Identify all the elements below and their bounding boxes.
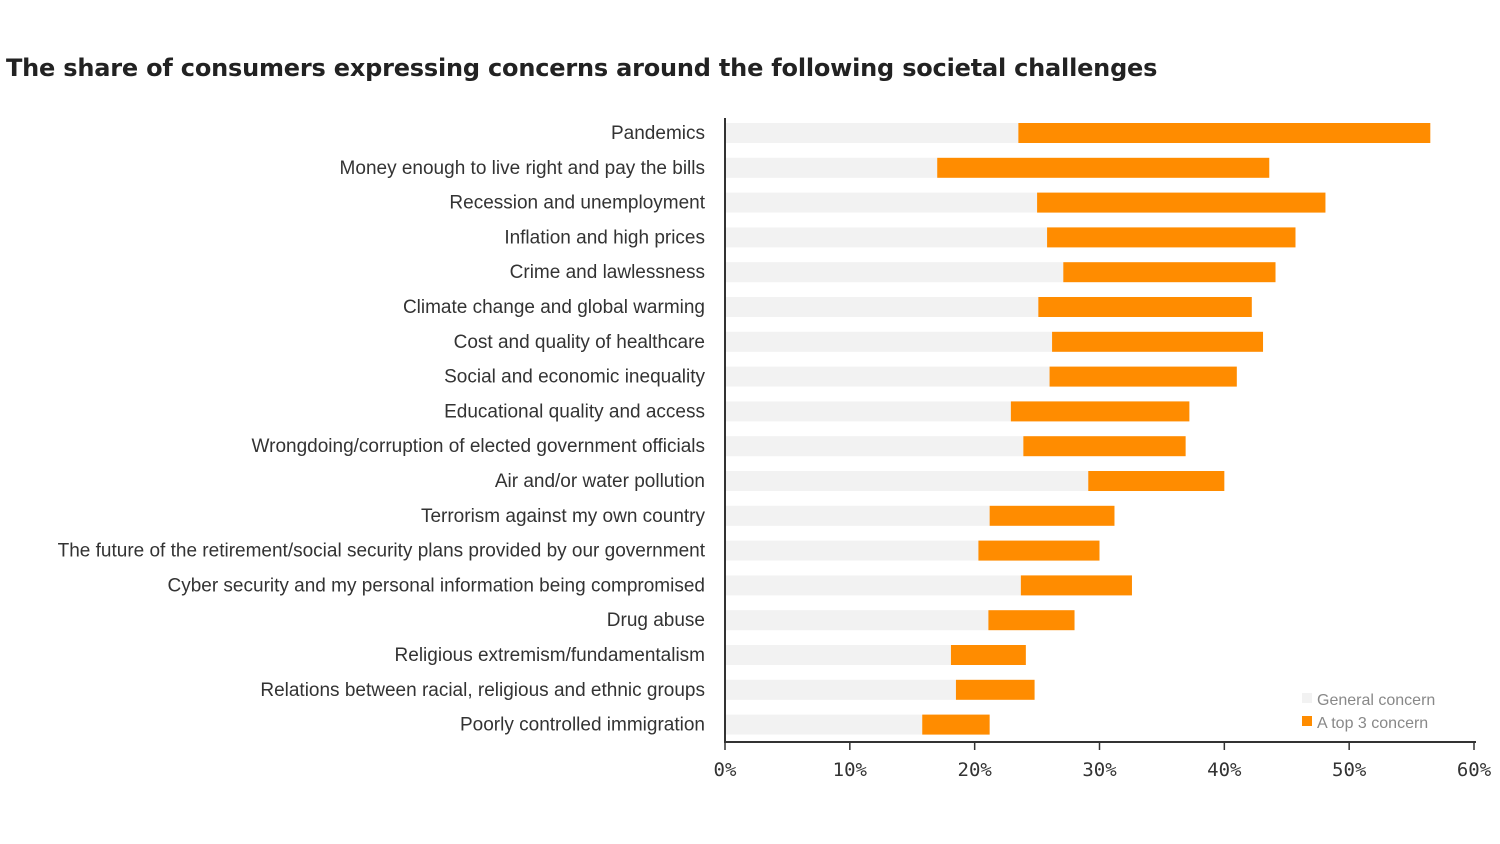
bar-general-concern-religious-extremism-fundamentalism — [725, 645, 951, 665]
x-tick-label: 30% — [1082, 759, 1117, 781]
bar-general-concern-money-enough-to-live-right-and-pay-the-bills — [725, 157, 938, 178]
bar-top3-concern-terrorism-against-my-own-country — [989, 505, 1115, 526]
legend-swatch-top3-concern — [1302, 716, 1312, 726]
bar-top3-concern-money-enough-to-live-right-and-pay-the-bills — [937, 157, 1270, 178]
chart-title: The share of consumers expressing concer… — [6, 54, 1158, 82]
bar-general-concern-drug-abuse — [725, 610, 989, 631]
bar-top3-concern-recession-and-unemployment — [1037, 192, 1326, 213]
x-tick-label: 10% — [833, 759, 868, 781]
category-labels: Pandemics Money enough to live right and … — [58, 123, 706, 736]
bar-general-concern-cyber-security-and-my-personal-information-being-compromised — [725, 575, 1021, 596]
x-tick-label: 0% — [714, 759, 737, 781]
bar-top3-concern-poorly-controlled-immigration — [922, 714, 990, 735]
bar-general-concern-climate-change-and-global-warming — [725, 297, 1039, 317]
bar-general-concern-the-future-of-the-retirement-social-security-plans-provided-by-our-government — [725, 540, 979, 561]
category-label: Inflation and high prices — [504, 227, 705, 248]
bar-general-concern-educational-quality-and-access — [725, 401, 1011, 422]
category-label: Wrongdoing/corruption of elected governm… — [252, 436, 705, 457]
x-tick-label: 60% — [1457, 759, 1492, 781]
bar-top3-concern-pandemics — [1018, 123, 1431, 143]
category-label: Social and economic inequality — [444, 367, 705, 388]
bar-top3-concern-religious-extremism-fundamentalism — [950, 645, 1026, 665]
category-label: Air and/or water pollution — [495, 471, 705, 492]
category-label: Terrorism against my own country — [421, 506, 706, 527]
category-label: Recession and unemployment — [449, 193, 705, 214]
bar-general-concern-wrongdoing-corruption-of-elected-government-officials — [725, 436, 1024, 457]
category-label: Drug abuse — [607, 610, 705, 631]
x-tick-label: 20% — [958, 759, 993, 781]
bar-top3-concern-relations-between-racial-religious-and-ethnic-groups — [955, 679, 1035, 700]
category-label: The future of the retirement/social secu… — [58, 541, 706, 562]
bar-general-concern-social-and-economic-inequality — [725, 366, 1050, 387]
legend-label-top3-concern: A top 3 concern — [1317, 715, 1428, 732]
legend: General concern A top 3 concern — [1302, 692, 1435, 732]
bar-top3-concern-educational-quality-and-access — [1010, 401, 1190, 422]
bar-top3-concern-wrongdoing-corruption-of-elected-government-officials — [1023, 436, 1186, 457]
bar-top3-concern-cyber-security-and-my-personal-information-being-compromised — [1020, 575, 1132, 596]
bar-general-concern-pandemics — [725, 123, 1019, 143]
category-label: Poorly controlled immigration — [460, 715, 705, 736]
bar-general-concern-terrorism-against-my-own-country — [725, 505, 990, 526]
category-label: Money enough to live right and pay the b… — [340, 158, 705, 179]
bar-top3-concern-social-and-economic-inequality — [1049, 366, 1237, 387]
bar-top3-concern-drug-abuse — [988, 610, 1075, 631]
bar-top3-concern-crime-and-lawlessness — [1063, 262, 1276, 283]
x-tick-label: 40% — [1207, 759, 1242, 781]
bar-general-concern-inflation-and-high-prices — [725, 227, 1048, 248]
category-label: Pandemics — [611, 123, 705, 144]
bar-top3-concern-the-future-of-the-retirement-social-security-plans-provided-by-our-government — [978, 540, 1100, 561]
bar-general-concern-air-and-or-water-pollution — [725, 471, 1089, 491]
category-label: Crime and lawlessness — [510, 262, 705, 283]
bar-top3-concern-climate-change-and-global-warming — [1038, 297, 1252, 317]
x-axis-ticks: 0% 10% 20% 30% 40% 50% 60% — [714, 742, 1492, 781]
category-label: Cost and quality of healthcare — [454, 332, 705, 353]
category-label: Relations between racial, religious and … — [260, 680, 705, 701]
legend-swatch-general-concern — [1302, 693, 1312, 703]
category-label: Cyber security and my personal informati… — [167, 575, 705, 596]
category-label: Educational quality and access — [444, 401, 705, 422]
category-label: Climate change and global warming — [403, 297, 705, 318]
bar-general-concern-poorly-controlled-immigration — [725, 714, 923, 735]
x-tick-label: 50% — [1332, 759, 1367, 781]
bar-general-concern-crime-and-lawlessness — [725, 262, 1064, 283]
bar-general-concern-relations-between-racial-religious-and-ethnic-groups — [725, 679, 956, 700]
bar-general-concern-recession-and-unemployment — [725, 192, 1038, 213]
bar-top3-concern-cost-and-quality-of-healthcare — [1052, 331, 1264, 352]
bars-layer — [725, 123, 1431, 735]
bar-general-concern-cost-and-quality-of-healthcare — [725, 331, 1053, 352]
bar-top3-concern-inflation-and-high-prices — [1047, 227, 1296, 248]
bar-top3-concern-air-and-or-water-pollution — [1088, 471, 1225, 491]
category-label: Religious extremism/fundamentalism — [395, 645, 705, 666]
legend-label-general-concern: General concern — [1317, 692, 1435, 709]
